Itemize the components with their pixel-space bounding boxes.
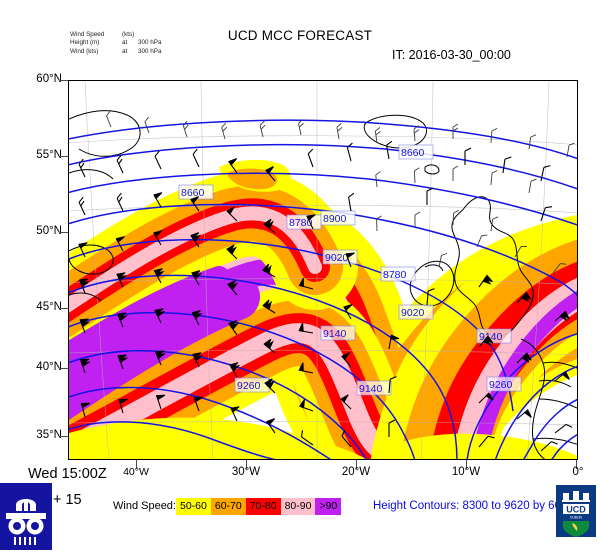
y-tick-label: 45°N (16, 301, 62, 313)
svg-text:9020: 9020 (325, 252, 349, 264)
contour-label: 9260 (487, 377, 521, 391)
svg-text:8660: 8660 (401, 147, 425, 159)
contour-label: 8780 (287, 215, 321, 229)
contour-label: 8780 (381, 267, 415, 281)
contour-label: 9140 (477, 329, 511, 343)
x-tick-label: 40°W (106, 466, 166, 478)
wind-speed-legend-label: Wind Speed: (113, 500, 176, 512)
x-tick-label: 20°W (326, 466, 386, 478)
svg-text:9140: 9140 (359, 383, 383, 395)
mcc-logo (0, 483, 52, 550)
field-desc-2a: Height (m) (70, 39, 122, 47)
svg-text:8660: 8660 (181, 187, 205, 199)
y-tick-mark (59, 308, 68, 309)
init-time: IT: 2016-03-30_00:00 (392, 47, 516, 64)
contour-label: 9140 (321, 326, 355, 340)
field-desc-2c: 300 hPa (138, 39, 161, 47)
field-desc-1a: Wind Speed (70, 31, 122, 39)
legend-swatch-50-60[interactable]: 50-60 (176, 498, 211, 515)
legend-swatch-70-80[interactable]: 70-80 (246, 498, 281, 515)
legend-swatch-80-90[interactable]: 80-90 (281, 498, 316, 515)
field-desc-1b: (kts) (122, 31, 150, 39)
field-desc-2b: at (122, 39, 138, 47)
contour-label: 8660 (399, 145, 433, 159)
field-description: Wind Speed (kts) Height (m) at 300 hPa W… (70, 31, 161, 56)
height-contours-legend: Height Contours: 8300 to 9620 by 60 (373, 500, 561, 512)
svg-text:UCD: UCD (566, 505, 586, 515)
ucd-logo: UCD DUBLIN (556, 485, 596, 537)
svg-text:9260: 9260 (237, 380, 261, 392)
x-tick-label: 10°W (436, 466, 496, 478)
valid-time-label: Wed 15:00Z (28, 466, 107, 482)
wind-speed-legend: 50-60 60-70 70-80 80-90 >90 (176, 498, 341, 515)
y-tick-mark (59, 436, 68, 437)
x-tick-label: 30°W (216, 466, 276, 478)
y-tick-label: 50°N (16, 225, 62, 237)
ucd-logo-icon: UCD DUBLIN (556, 485, 596, 537)
svg-text:8780: 8780 (383, 269, 407, 281)
contour-label: 8660 (179, 185, 213, 199)
field-description-line-2: Height (m) at 300 hPa (70, 39, 161, 47)
field-description-line-1: Wind Speed (kts) (70, 31, 161, 39)
y-tick-label: 55°N (16, 149, 62, 161)
y-tick-mark (59, 232, 68, 233)
x-tick-label: 0° (548, 466, 600, 478)
forecast-map[interactable]: 8660 8780 8900 8660 8780 9020 9140 9260 … (68, 80, 578, 460)
contour-label: 9260 (235, 378, 269, 392)
contour-label: 9020 (323, 250, 357, 264)
svg-text:DUBLIN: DUBLIN (570, 515, 582, 519)
field-desc-3b: at (122, 48, 138, 56)
field-desc-3a: Wind (kts) (70, 48, 122, 56)
y-tick-mark (59, 156, 68, 157)
legend-swatch-60-70[interactable]: 60-70 (211, 498, 246, 515)
contour-label: 8900 (321, 211, 355, 225)
svg-text:9020: 9020 (401, 307, 425, 319)
contour-label: 9020 (399, 305, 433, 319)
y-tick-mark (59, 80, 68, 81)
map-canvas: 8660 8780 8900 8660 8780 9020 9140 9260 … (69, 81, 577, 459)
field-desc-3c: 300 hPa (138, 48, 161, 56)
mcc-logo-icon (0, 483, 52, 550)
svg-text:9140: 9140 (323, 328, 347, 340)
y-tick-label: 60°N (16, 73, 62, 85)
svg-text:9260: 9260 (489, 379, 513, 391)
svg-text:8900: 8900 (323, 213, 347, 225)
y-tick-label: 40°N (16, 361, 62, 373)
field-description-line-3: Wind (kts) at 300 hPa (70, 48, 161, 56)
y-tick-mark (59, 368, 68, 369)
map-svg: 8660 8780 8900 8660 8780 9020 9140 9260 … (69, 81, 578, 460)
y-tick-label: 35°N (16, 429, 62, 441)
legend-swatch-over-90[interactable]: >90 (315, 498, 341, 515)
contour-label: 9140 (357, 381, 391, 395)
